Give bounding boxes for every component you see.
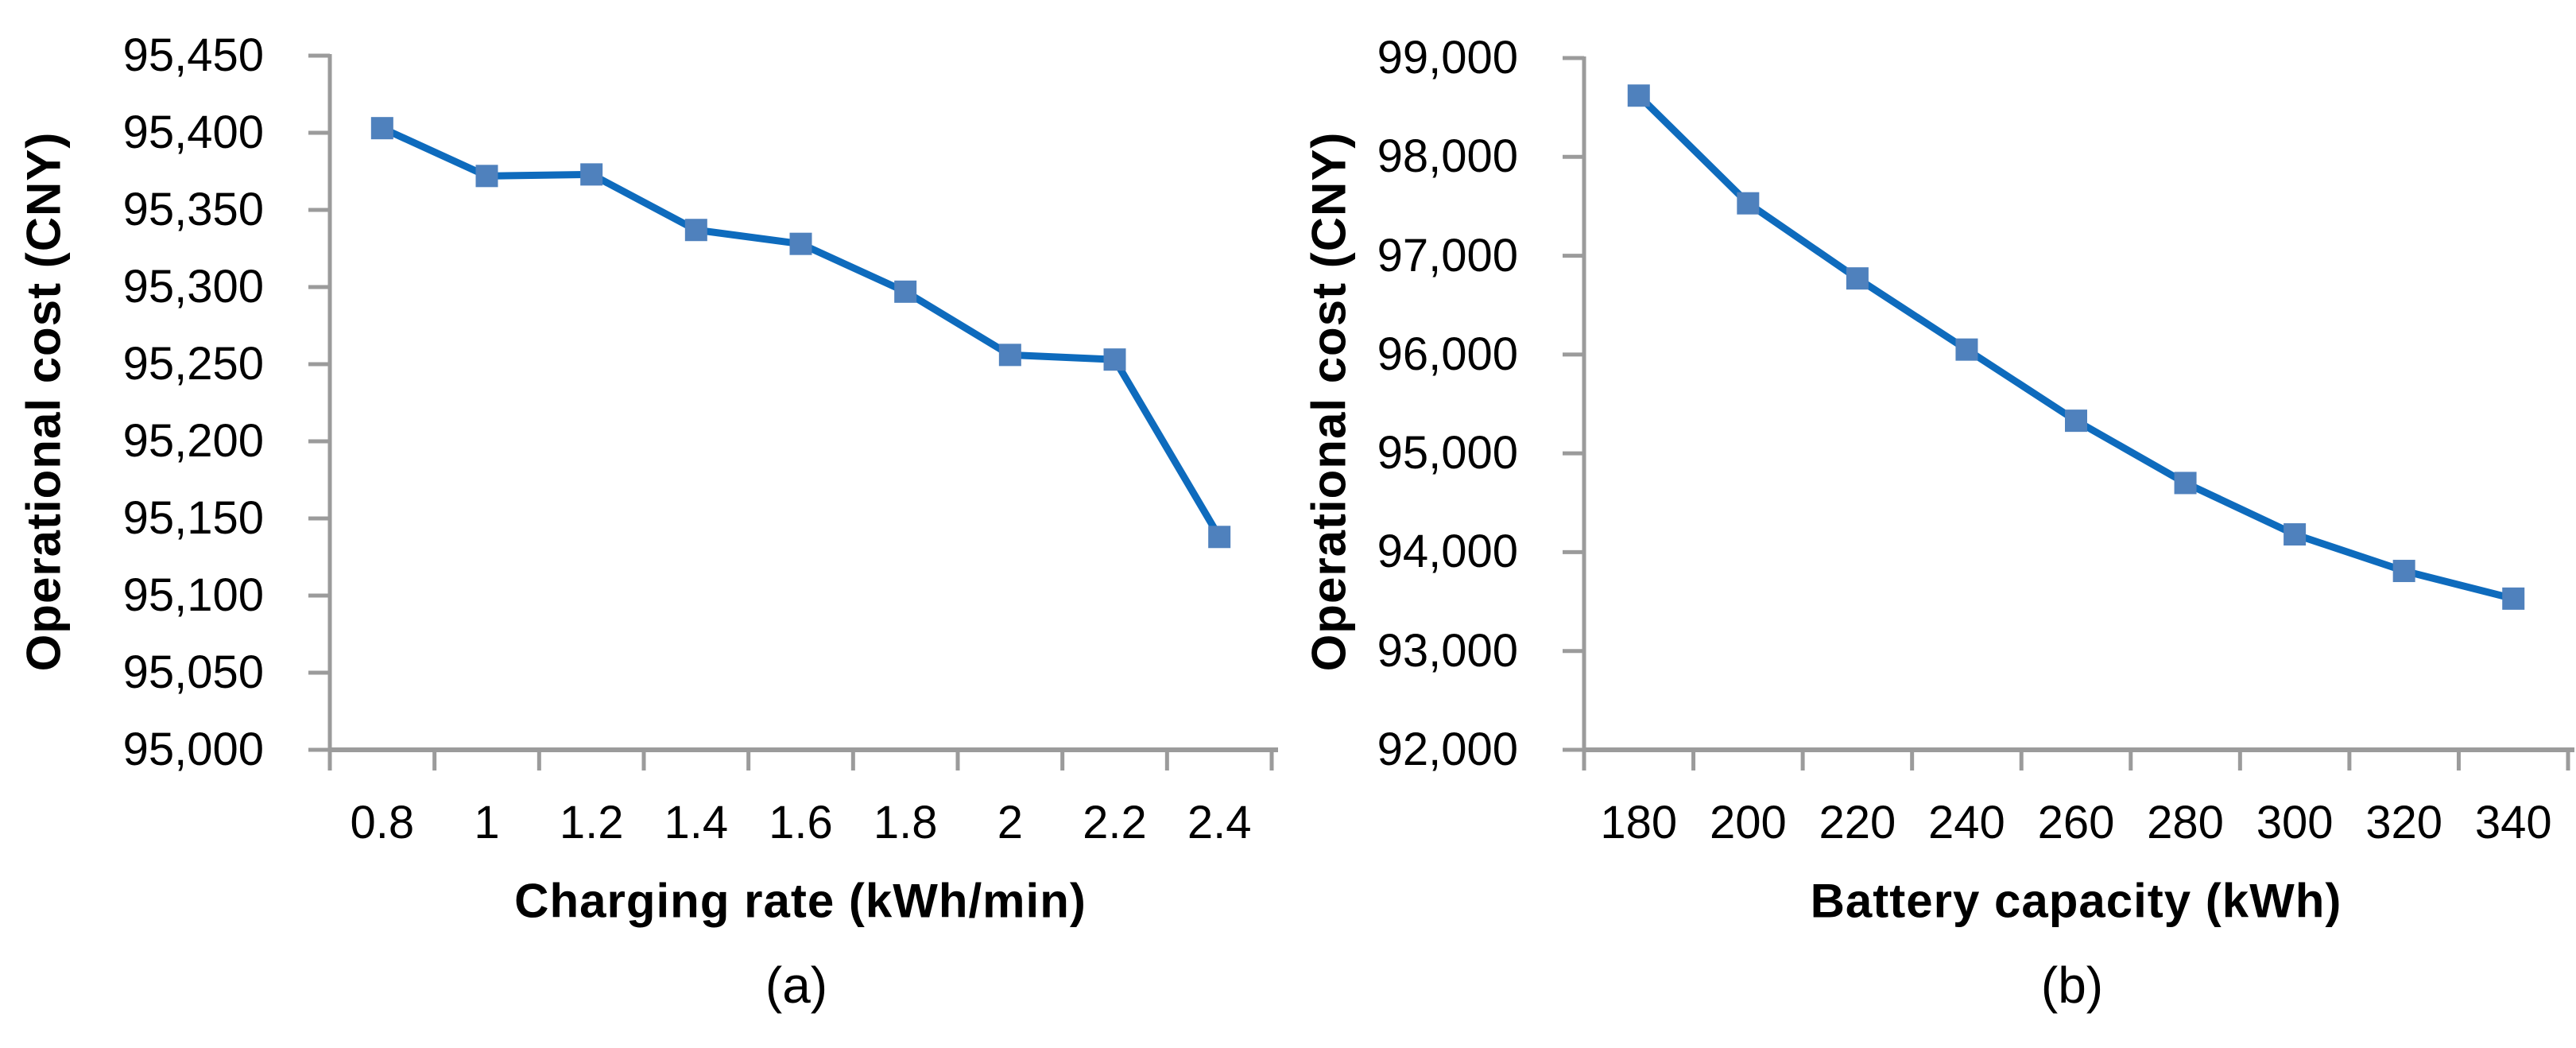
panel-b-x-tick-label: 220 [1819,797,1896,848]
panel-a-y-tick-label: 95,250 [122,338,264,390]
panel-b-y-tick-label: 92,000 [1377,724,1518,775]
panel-b-x-tick-label: 280 [2147,797,2224,848]
panel-b-data-point-marker [1627,84,1650,107]
panel-b-y-tick-label: 96,000 [1377,328,1518,380]
panel-a-y-tick-label: 95,300 [122,261,264,312]
panel-a-series-line [378,124,1223,541]
panel-b-data-point-marker [1955,338,1978,361]
panel-b-data-point-marker [2284,523,2307,546]
panel-a-data-point-marker [1208,526,1231,549]
panel-a-data-point-marker [580,163,603,186]
panel-a-data-point-marker [894,280,917,303]
panel-b-x-tick-label: 180 [1600,797,1678,848]
panel-b-data-point-marker [2174,472,2197,495]
panel-b-x-tick-label: 300 [2256,797,2334,848]
panel-a-x-tick-label: 2 [997,797,1023,848]
panel-a-x-tick-label: 1 [474,797,500,848]
panel-b-y-tick-label: 93,000 [1377,624,1518,677]
panel-a-data-point-marker [684,219,707,242]
panel-b-x-tick-label: 200 [1709,797,1787,848]
panel-a-caption: (a) [765,957,828,1014]
panel-a-data-point-marker [370,117,393,140]
panel-b-y-tick-label: 94,000 [1377,526,1518,578]
panel-b-y-tick-label: 97,000 [1377,229,1518,281]
panel-b-series-line [1635,91,2517,603]
panel-b-y-tick-label: 95,000 [1377,427,1518,479]
panel-a-x-axis-title: Charging rate (kWh/min) [514,874,1087,928]
panel-b-data-point-marker [2502,587,2525,610]
panel-b-y-axis-title: Operational cost (CNY) [1302,131,1356,672]
panel-a-x-tick-label: 1.2 [559,797,624,848]
panel-a-data-point-marker [475,165,498,188]
panel-b-data-point-marker [2065,409,2087,433]
panel-a-x-tick-label: 2.2 [1083,797,1147,848]
panel-a-y-tick-label: 95,450 [122,29,264,81]
panel-a-x-tick-label: 1.6 [769,797,833,848]
panel-b-y-tick-label: 99,000 [1377,32,1518,83]
panel-a-y-tick-label: 95,100 [122,569,264,621]
panel-a-x-tick-label: 1.4 [664,797,729,848]
panel-b-y-tick-label: 98,000 [1377,130,1518,183]
panel-b-data-point-marker [1737,192,1760,215]
panel-a-y-tick-label: 95,400 [122,107,264,158]
panel-a-x-tick-label: 2.4 [1187,797,1252,848]
panel-a-y-tick-label: 95,150 [122,492,264,544]
panel-a-y-tick-label: 95,000 [122,724,264,775]
panel-b-x-tick-label: 240 [1928,797,2005,848]
panel-a-data-point-marker [998,344,1021,367]
panel-b-caption: (b) [2040,957,2104,1014]
panel-a-y-tick-label: 95,350 [122,184,264,235]
panel-a-x-tick-label: 0.8 [350,797,415,848]
panel-a-y-tick-label: 95,200 [122,415,264,467]
panel-a-data-point-marker [789,232,812,255]
panel-b-x-axis-title: Battery capacity (kWh) [1810,874,2342,928]
panel-a-data-point-marker [1103,348,1126,371]
panel-b-x-tick-label: 320 [2365,797,2443,848]
panel-b-x-tick-label: 260 [2037,797,2115,848]
panel-a-y-tick-label: 95,050 [122,646,264,698]
panel-a-x-tick-label: 1.8 [873,797,938,848]
panel-b-data-point-marker [2392,560,2415,583]
panel-b-data-point-marker [1846,267,1869,290]
panel-b-x-tick-label: 340 [2474,797,2552,848]
